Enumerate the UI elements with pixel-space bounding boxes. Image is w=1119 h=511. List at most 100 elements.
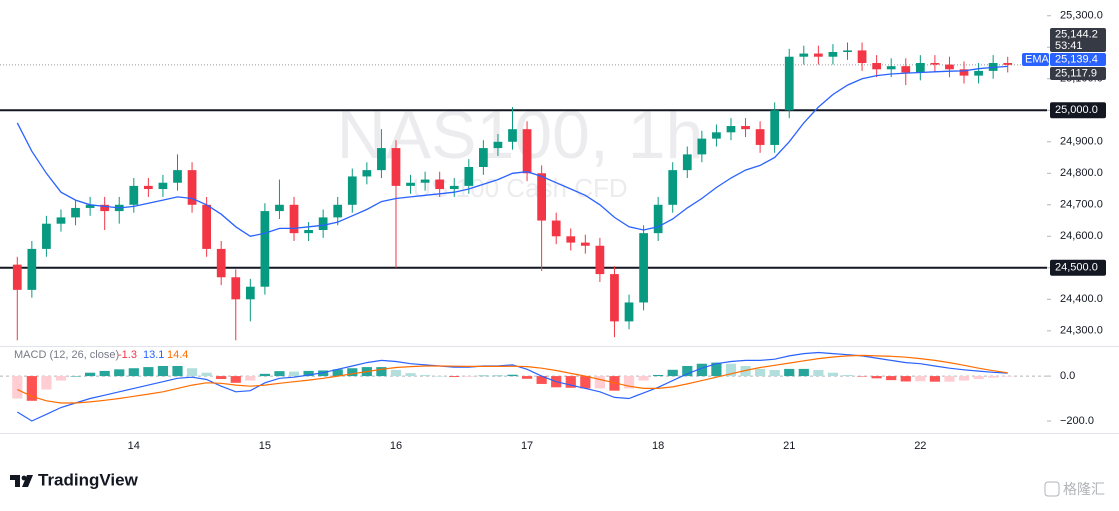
y-tick-label: 24,300.0 xyxy=(1060,325,1103,337)
candle-body xyxy=(216,248,226,278)
histogram-bar xyxy=(521,376,533,379)
price-tag-label: 25,117.9 xyxy=(1055,67,1097,79)
histogram-bar xyxy=(696,363,707,377)
histogram-bar xyxy=(944,376,955,382)
histogram-bar xyxy=(143,367,154,377)
histogram-bar xyxy=(390,370,402,377)
watermark-subtitle: US 100 Cash CFD xyxy=(412,173,627,203)
candle-body xyxy=(289,204,299,234)
candle-body xyxy=(420,179,430,183)
histogram-bar xyxy=(725,363,737,377)
candle-body xyxy=(945,64,954,70)
x-tick-label: 17 xyxy=(521,440,533,452)
histogram-bar xyxy=(507,374,518,377)
y-tick-label: 24,400.0 xyxy=(1060,293,1103,305)
level-tag xyxy=(1050,102,1106,119)
candle-body xyxy=(71,207,80,218)
candle-body xyxy=(508,129,517,142)
histogram-bar xyxy=(842,374,853,377)
histogram-bar xyxy=(784,368,795,377)
histogram-bar xyxy=(682,365,693,377)
signal-line xyxy=(17,354,1008,404)
candle-body xyxy=(537,173,546,221)
candle-body xyxy=(843,50,852,52)
candle-body xyxy=(56,217,66,224)
candle-body xyxy=(27,248,37,290)
level-tag-label: 24,500.0 xyxy=(1055,262,1098,274)
candle-body xyxy=(886,66,896,70)
candle-body xyxy=(464,166,474,186)
candle-body xyxy=(784,56,794,111)
histogram-bar xyxy=(973,376,984,380)
candle-body xyxy=(828,51,838,57)
candle-body xyxy=(930,63,940,65)
histogram-bar xyxy=(245,376,256,381)
candle-body xyxy=(915,63,925,73)
histogram-bar xyxy=(900,376,911,382)
histogram-bar xyxy=(463,376,474,377)
histogram-bar xyxy=(711,362,722,377)
candle-body xyxy=(712,132,721,139)
candle-body xyxy=(668,170,678,205)
histogram-bar xyxy=(449,376,460,377)
candle-body xyxy=(304,230,313,234)
brand-name: TradingView xyxy=(38,470,139,489)
y-tick-label: 24,600.0 xyxy=(1060,230,1103,242)
candle-body xyxy=(653,204,663,234)
histogram-bar xyxy=(186,368,198,377)
histogram-bar xyxy=(594,376,605,389)
histogram-bar xyxy=(856,376,868,377)
histogram-bar xyxy=(653,374,664,377)
candle-body xyxy=(610,274,619,322)
candle-body xyxy=(173,170,182,183)
candle-body xyxy=(522,129,532,174)
histogram-bar xyxy=(70,376,81,377)
y-tick-label: 24,700.0 xyxy=(1060,199,1103,211)
candle-body xyxy=(580,242,590,246)
histogram-bar xyxy=(1002,376,1013,377)
histogram-bar xyxy=(41,376,52,390)
histogram-bar xyxy=(128,368,139,377)
histogram-bar xyxy=(769,370,780,377)
histogram-bar xyxy=(26,376,37,401)
histogram-bar xyxy=(536,376,547,384)
price-tag xyxy=(1050,28,1106,52)
candle-body xyxy=(85,204,95,208)
histogram-bar xyxy=(99,370,110,377)
candle-body xyxy=(872,63,881,70)
candle-body xyxy=(682,154,692,171)
candle-body xyxy=(158,182,168,190)
histogram-bar xyxy=(580,376,591,389)
candle-body xyxy=(275,204,284,212)
candle-body xyxy=(377,148,386,171)
histogram-bar xyxy=(274,371,285,377)
candle-body xyxy=(726,126,736,133)
candle-body xyxy=(449,185,459,190)
candle-body xyxy=(551,220,561,237)
histogram-bar xyxy=(303,370,314,377)
candle-body xyxy=(318,217,328,230)
y-tick-label: −200.0 xyxy=(1060,415,1094,427)
histogram-bar xyxy=(172,365,183,377)
candle-body xyxy=(333,204,343,218)
candle-body xyxy=(144,185,153,190)
histogram-bar xyxy=(492,375,504,377)
histogram-bar xyxy=(886,376,897,381)
candle-body xyxy=(493,141,503,149)
histogram-bar xyxy=(755,368,766,377)
x-tick-label: 22 xyxy=(914,440,926,452)
y-tick-label: 24,800.0 xyxy=(1060,167,1103,179)
price-tag xyxy=(1050,67,1106,80)
histogram-bar xyxy=(55,376,67,381)
candle-body xyxy=(479,148,488,167)
histogram-bar xyxy=(347,368,358,377)
histogram-bar xyxy=(565,376,576,388)
candle-body xyxy=(770,110,780,145)
price-tag-label: 25,139.4 xyxy=(1055,53,1098,65)
histogram-bar xyxy=(288,371,300,377)
candle-body xyxy=(814,53,823,57)
candle-body xyxy=(347,176,357,205)
candle-body xyxy=(231,277,241,300)
legend-signal-value: 14.4 xyxy=(167,349,188,361)
